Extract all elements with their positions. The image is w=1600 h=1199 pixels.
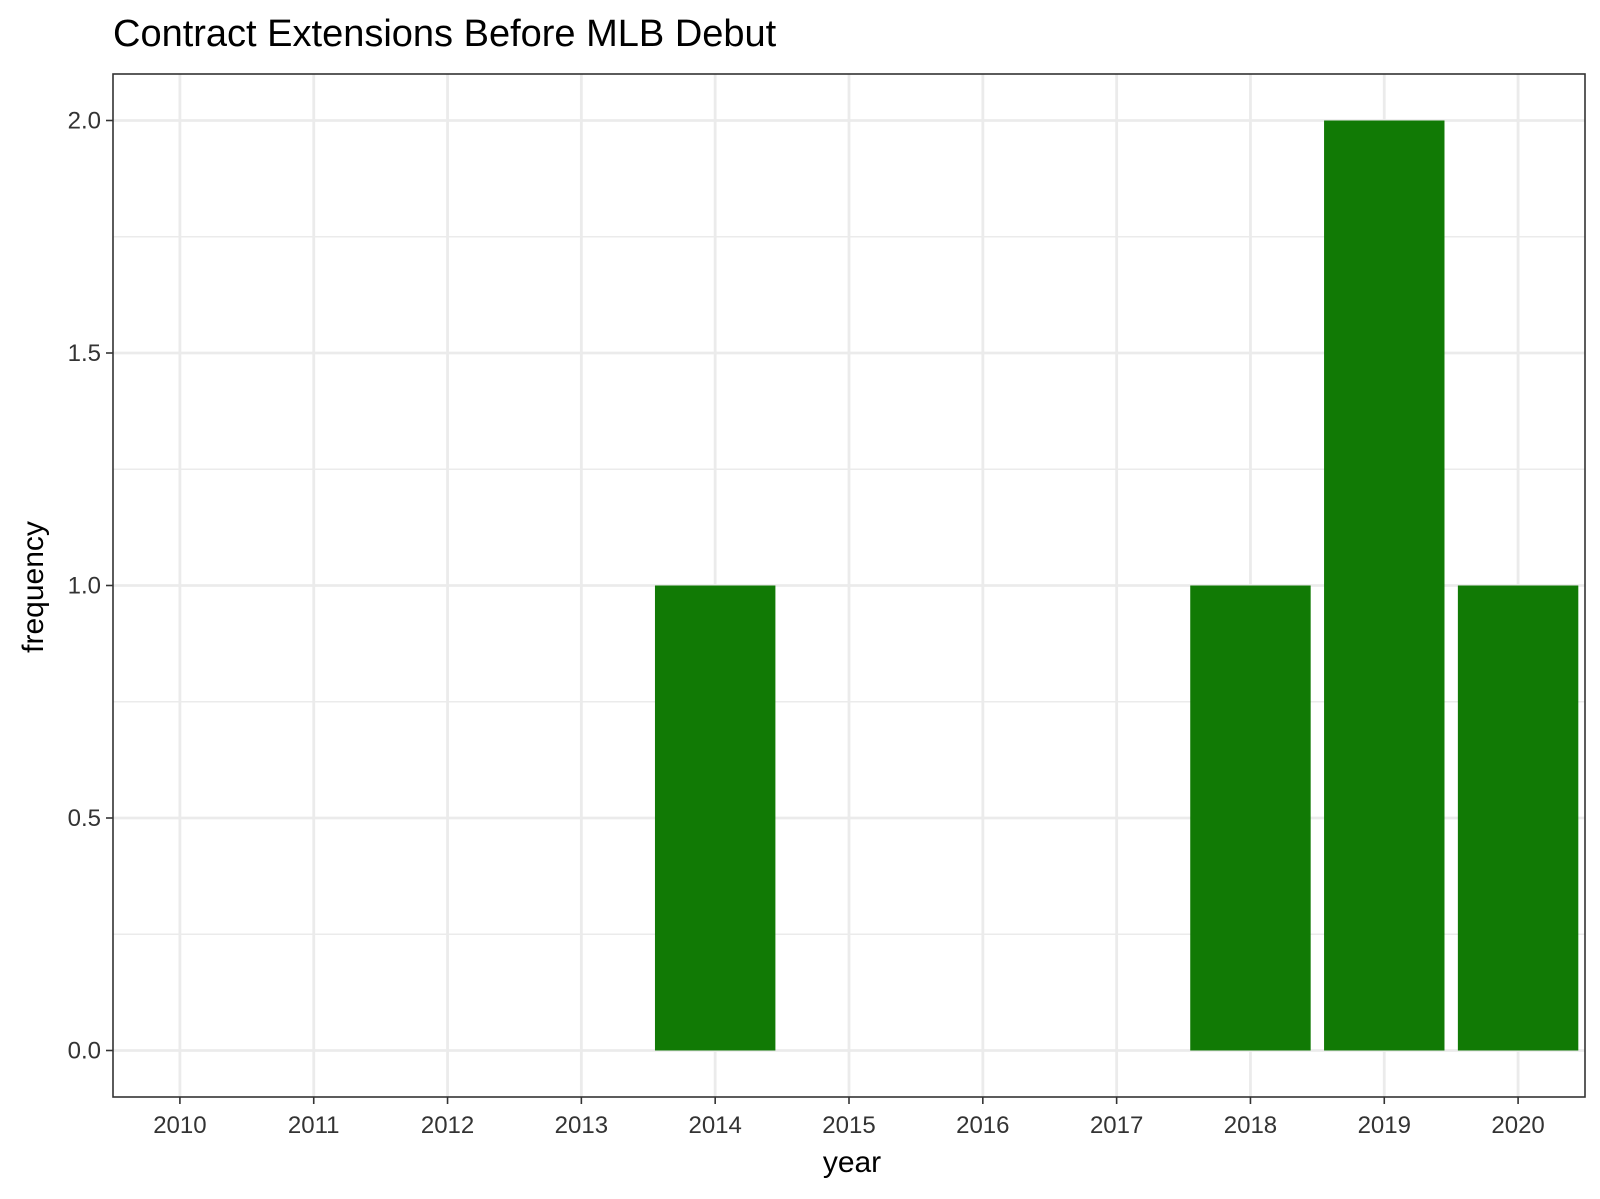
- y-tick-label: 0.0: [68, 1038, 101, 1065]
- x-tick-label: 2017: [1090, 1112, 1143, 1139]
- x-tick-label: 2019: [1358, 1112, 1411, 1139]
- x-tick-label: 2016: [956, 1112, 1009, 1139]
- y-tick-label: 2.0: [68, 108, 101, 135]
- bar-2019: [1324, 120, 1445, 1051]
- x-tick-label: 2012: [421, 1112, 474, 1139]
- x-tick-label: 2020: [1491, 1112, 1544, 1139]
- y-axis-title: frequency: [17, 521, 50, 653]
- x-tick-label: 2013: [555, 1112, 608, 1139]
- bar-2018: [1190, 585, 1311, 1051]
- bar-2014: [654, 585, 776, 1051]
- chart-title: Contract Extensions Before MLB Debut: [113, 13, 777, 55]
- x-tick-label: 2018: [1224, 1112, 1277, 1139]
- x-tick-label: 2014: [688, 1112, 741, 1139]
- y-axis: 0.0 0.5 1.0 1.5 2.0: [68, 108, 113, 1065]
- x-tick-label: 2010: [153, 1112, 206, 1139]
- y-tick-label: 0.5: [68, 805, 101, 832]
- x-axis: 2010 2011 2012 2013 2014 2015 2016 2017 2018 2019…: [153, 1097, 1545, 1139]
- bars: [654, 120, 1579, 1051]
- x-tick-label: 2011: [288, 1112, 340, 1139]
- x-axis-title: year: [823, 1146, 881, 1179]
- bar-2020: [1457, 585, 1579, 1051]
- y-tick-label: 1.5: [68, 340, 101, 367]
- y-tick-label: 1.0: [68, 573, 101, 600]
- x-tick-label: 2015: [822, 1112, 875, 1139]
